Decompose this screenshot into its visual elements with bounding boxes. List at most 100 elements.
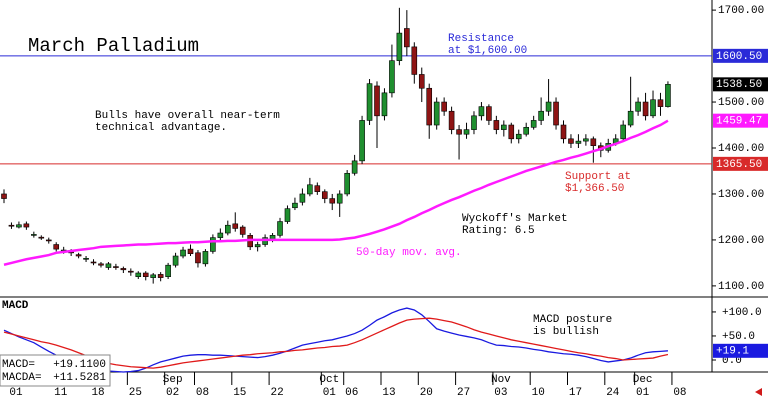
x-tick-label: 03	[494, 387, 507, 399]
candle-body	[135, 272, 142, 277]
candle-body	[31, 234, 37, 236]
candle-body	[165, 264, 171, 277]
y-tick-label: 1400.00	[718, 143, 764, 155]
chart-title: March Palladium	[28, 35, 199, 57]
candle-body	[560, 124, 567, 140]
readout-box	[0, 354, 111, 387]
annotation: at $1,600.00	[448, 45, 527, 57]
x-tick-label: 24	[606, 387, 620, 399]
candle-body	[90, 261, 97, 264]
x-tick-label: 20	[420, 387, 433, 399]
candle-body	[635, 101, 641, 112]
candle-body	[321, 191, 328, 199]
x-tick-label: 22	[270, 387, 283, 399]
candle-body	[307, 184, 313, 195]
candle-body	[8, 224, 15, 227]
last-close-label-box	[713, 77, 768, 92]
x-tick-label: 11	[54, 387, 68, 399]
candle-body	[292, 202, 298, 209]
readout-value: +11.5281	[53, 372, 106, 384]
x-tick-label: 10	[532, 387, 545, 399]
candle-body	[344, 172, 350, 195]
ma-last-label: 1459.47	[716, 116, 762, 128]
readout-label: MACD=	[2, 359, 35, 371]
candle-body	[16, 224, 22, 228]
candle-body	[329, 198, 336, 204]
candle-body	[314, 185, 321, 192]
candle-body	[478, 106, 485, 117]
candle-body	[277, 221, 283, 236]
candle-body	[665, 84, 671, 107]
month-label: Nov	[491, 374, 511, 386]
readout-value: +19.1100	[53, 359, 106, 371]
candle-body	[627, 110, 634, 126]
candle-body	[456, 129, 462, 135]
scroll-arrow[interactable]	[755, 388, 762, 396]
annotation: Rating: 6.5	[462, 225, 535, 237]
macd-last-label: +19.1	[716, 346, 749, 358]
reference-label: 1600.50	[716, 51, 762, 63]
annotations: Resistance at $1,600.00 Bulls have overa…	[95, 33, 631, 237]
x-tick-label: 08	[196, 387, 209, 399]
y-tick-label: +100.0	[722, 307, 762, 319]
candle-body	[590, 138, 597, 147]
candle-body	[404, 28, 410, 48]
candle-body	[150, 274, 156, 278]
candle-body	[486, 106, 492, 121]
y-tick-label: 1100.00	[718, 281, 764, 293]
candle-body	[493, 120, 500, 130]
plot-area: 1700.00 1500.00 1400.00 1300.00 1200.00 1100.…	[0, 5, 768, 399]
annotation: Wyckoff's Market	[462, 213, 568, 225]
candle-body	[538, 110, 544, 121]
annotation: Bulls have overall near-term	[95, 110, 280, 122]
candle-body	[374, 85, 380, 117]
annotation: $1,366.50	[565, 183, 624, 195]
candle-body	[650, 99, 656, 117]
candle-body	[575, 140, 582, 144]
annotation: Support at	[565, 171, 631, 183]
annotation: Resistance	[448, 33, 514, 45]
y-tick-label: 1200.00	[718, 235, 764, 247]
month-label: Sep	[163, 374, 183, 386]
x-tick-label: 27	[457, 387, 470, 399]
candle-body	[75, 254, 82, 257]
x-tick-label: 06	[345, 387, 358, 399]
candle-body	[351, 160, 358, 174]
candle-body	[433, 101, 440, 126]
candle-body	[523, 127, 530, 135]
annotation: technical advantage.	[95, 122, 227, 134]
candle-body	[515, 133, 522, 140]
macd-title: MACD	[2, 300, 29, 312]
macd-annotation: MACD posture	[533, 314, 612, 326]
moving-average	[3, 119, 669, 266]
reference-label: 1365.50	[716, 159, 762, 171]
candle-body	[172, 255, 179, 266]
candle-body	[225, 224, 231, 234]
macd-line	[3, 317, 669, 369]
macd-annotation: is bullish	[533, 326, 599, 338]
candle-body	[284, 208, 291, 222]
candle-body	[232, 223, 239, 229]
candle-body	[180, 249, 186, 257]
ma-last-label-box	[713, 113, 768, 128]
candle-body	[45, 239, 52, 242]
candle-body	[113, 266, 119, 268]
candle-body	[530, 120, 537, 128]
month-label: Oct	[319, 374, 339, 386]
candle-body	[157, 274, 164, 278]
candle-body	[657, 99, 664, 107]
candle-body	[105, 263, 112, 268]
y-tick-label: 0.0	[722, 355, 742, 367]
macd-last-label-box	[713, 343, 768, 358]
macd-line	[3, 307, 668, 373]
candle-body	[1, 193, 7, 199]
macd-readout: MACD= +19.1100 MACDA= +11.5281	[0, 354, 111, 387]
candle-body	[239, 226, 246, 235]
x-tick-label: 08	[673, 387, 686, 399]
candle-body	[38, 236, 45, 239]
candle-body	[441, 101, 447, 112]
x-tick-label: 18	[91, 387, 104, 399]
candle-body	[583, 138, 589, 142]
candle-body	[568, 138, 574, 144]
